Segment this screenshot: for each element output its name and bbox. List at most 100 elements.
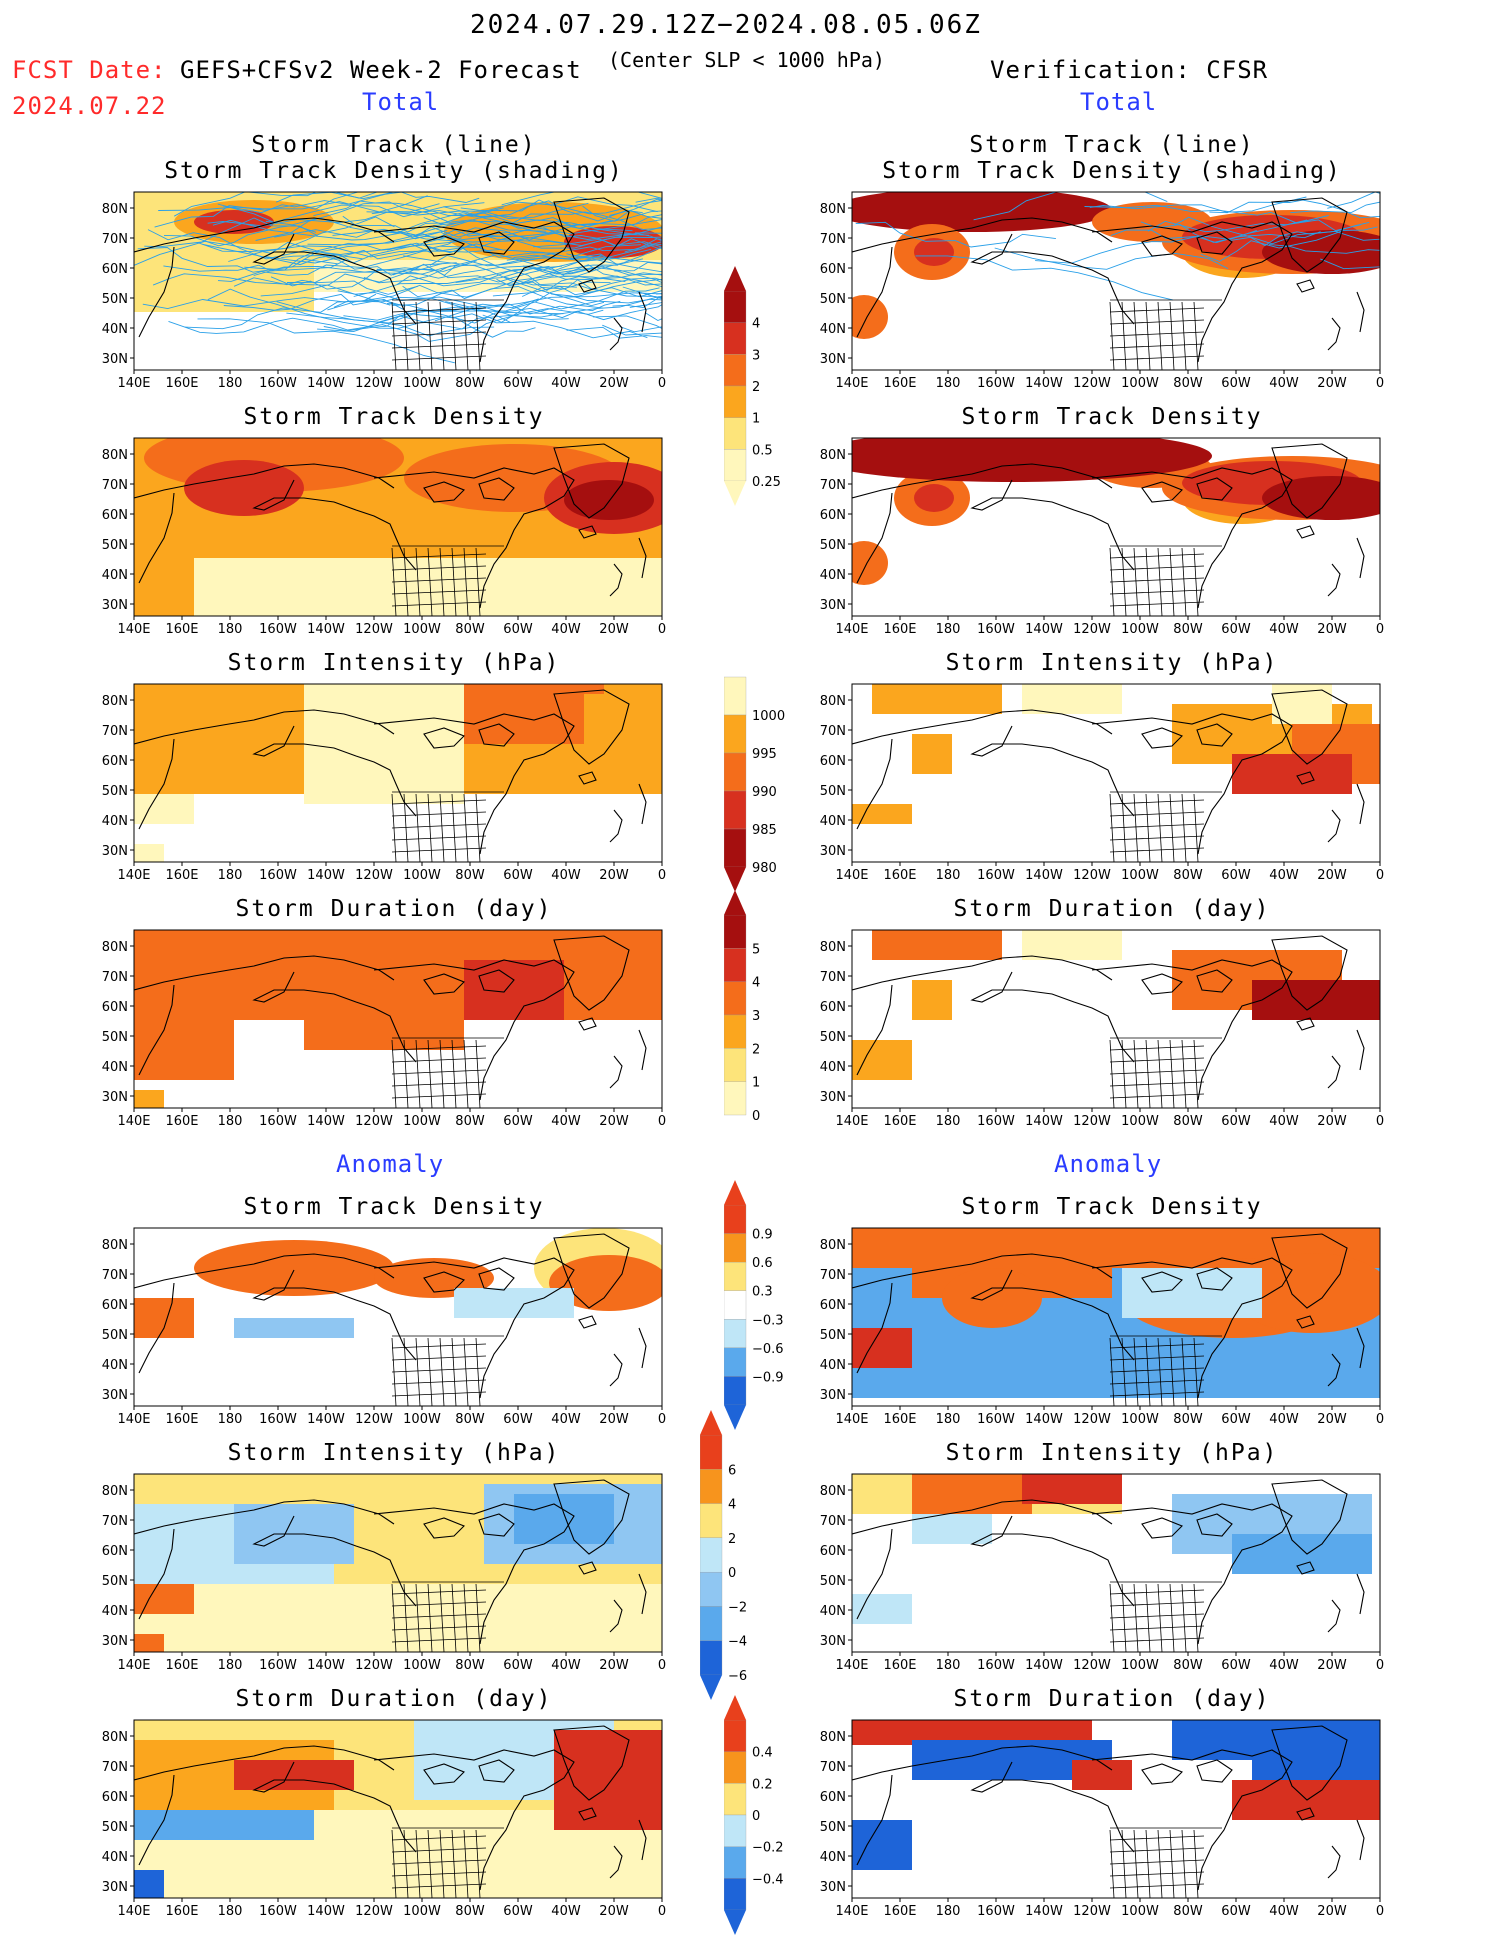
- lat-tick-label: 80N: [102, 940, 128, 955]
- lon-tick-label: 140W: [1025, 376, 1063, 391]
- lon-tick-label: 160W: [259, 622, 297, 637]
- title-track-line-right: Storm Track (line): [969, 132, 1255, 158]
- colorbar-tick-label: 4: [752, 317, 760, 332]
- lon-tick-label: 140E: [117, 622, 150, 637]
- colorbar-tick-label: 980: [752, 861, 777, 876]
- lat-tick-label: 80N: [820, 940, 846, 955]
- colorbar-tick-label: 0.25: [752, 475, 781, 490]
- lat-tick-label: 30N: [820, 1388, 846, 1403]
- section-total-left: Total: [362, 88, 440, 116]
- colorbar-tick-label: 0: [752, 1809, 760, 1824]
- map-intensity-anom-left: 140E 160E 180 160W 140W 120W 100W 80W 60W 40W 20W 0…: [102, 1473, 666, 1678]
- lat-tick-label: 40N: [820, 322, 846, 337]
- lat-tick-label: 80N: [102, 1238, 128, 1253]
- lat-tick-label: 70N: [102, 1514, 128, 1529]
- lon-tick-label: 100W: [1121, 1904, 1159, 1919]
- lat-tick-label: 30N: [102, 1090, 128, 1105]
- title-intensity-right: Storm Intensity (hPa): [945, 650, 1279, 676]
- colorbar-tick-label: −4: [728, 1635, 747, 1650]
- lat-tick-label: 70N: [820, 724, 846, 739]
- date-range-title: 2024.07.29.12Z−2024.08.05.06Z: [470, 10, 982, 40]
- lat-tick-label: 40N: [102, 1850, 128, 1865]
- lon-tick-label: 0: [1376, 376, 1384, 391]
- lon-tick-label: 20W: [1317, 376, 1347, 391]
- lat-tick-label: 70N: [102, 1760, 128, 1775]
- lon-tick-label: 160W: [259, 868, 297, 883]
- title-track-shading-right: Storm Track Density (shading): [882, 158, 1342, 184]
- lat-tick-label: 40N: [102, 568, 128, 583]
- lon-tick-label: 140E: [835, 868, 868, 883]
- lon-tick-label: 180: [218, 376, 243, 391]
- lon-tick-label: 60W: [1221, 1904, 1251, 1919]
- map-track-right: 140E 160E 180 160W 140W 120W 100W 80W 60W 40W 20W 0…: [820, 191, 1384, 396]
- lon-tick-label: 180: [218, 1904, 243, 1919]
- lon-tick-label: 100W: [1121, 376, 1159, 391]
- lon-tick-label: 0: [658, 376, 666, 391]
- lon-tick-label: 180: [218, 1412, 243, 1427]
- lon-tick-label: 160E: [165, 1904, 198, 1919]
- lon-tick-label: 20W: [1317, 1412, 1347, 1427]
- lat-tick-label: 40N: [820, 814, 846, 829]
- colorbar-tick-label: 2: [752, 380, 760, 395]
- lon-tick-label: 80W: [455, 868, 485, 883]
- colorbar-tick-label: 0.3: [752, 1285, 773, 1300]
- lon-tick-label: 40W: [1269, 1412, 1299, 1427]
- lon-tick-label: 60W: [503, 376, 533, 391]
- lon-tick-label: 120W: [1073, 1904, 1111, 1919]
- lon-tick-label: 40W: [551, 868, 581, 883]
- lat-tick-label: 50N: [820, 538, 846, 553]
- colorbar-tick-label: 985: [752, 823, 777, 838]
- lon-tick-label: 100W: [403, 622, 441, 637]
- lon-tick-label: 140W: [1025, 1412, 1063, 1427]
- lat-tick-label: 50N: [820, 292, 846, 307]
- colorbar-tick-label: 0.9: [752, 1228, 773, 1243]
- lon-tick-label: 40W: [1269, 376, 1299, 391]
- lat-tick-label: 40N: [102, 1060, 128, 1075]
- lon-tick-label: 120W: [355, 1114, 393, 1129]
- colorbar-duration-total: 5 4 3 2 1 0: [723, 890, 824, 1144]
- colorbar-tick-label: 2: [752, 1042, 760, 1057]
- lat-tick-label: 60N: [820, 1298, 846, 1313]
- lon-tick-label: 140E: [117, 1114, 150, 1129]
- colorbar-tick-label: 0.4: [752, 1746, 773, 1761]
- lon-tick-label: 100W: [403, 1412, 441, 1427]
- colorbar-intensity-total: 1000 995 990 985 980: [723, 652, 824, 896]
- lon-tick-label: 80W: [1173, 1658, 1203, 1673]
- lon-tick-label: 80W: [455, 376, 485, 391]
- lat-tick-label: 60N: [820, 1544, 846, 1559]
- lat-tick-label: 30N: [820, 598, 846, 613]
- lon-tick-label: 80W: [1173, 376, 1203, 391]
- lon-tick-label: 60W: [503, 622, 533, 637]
- lon-tick-label: 60W: [1221, 376, 1251, 391]
- lon-tick-label: 160E: [883, 1904, 916, 1919]
- lat-tick-label: 70N: [102, 1268, 128, 1283]
- colorbar-intensity-anom: 6 4 2 0 −2 −4 −6: [699, 1410, 800, 1704]
- colorbar-tick-label: 4: [728, 1498, 736, 1513]
- lon-tick-label: 80W: [455, 1658, 485, 1673]
- lat-tick-label: 50N: [102, 1328, 128, 1343]
- lat-tick-label: 30N: [102, 1880, 128, 1895]
- lon-tick-label: 100W: [1121, 622, 1159, 637]
- colorbar-tick-label: 5: [752, 942, 760, 957]
- lat-tick-label: 50N: [820, 784, 846, 799]
- lat-tick-label: 30N: [102, 844, 128, 859]
- lon-tick-label: 160W: [259, 1658, 297, 1673]
- lon-tick-label: 0: [658, 1904, 666, 1919]
- lon-tick-label: 140E: [835, 622, 868, 637]
- lon-tick-label: 120W: [355, 868, 393, 883]
- colorbar-density-total: 4 3 2 1 0.5 0.25: [723, 266, 824, 510]
- title-duration-anom-right: Storm Duration (day): [953, 1686, 1271, 1712]
- lon-tick-label: 160W: [977, 376, 1015, 391]
- lat-tick-label: 50N: [102, 292, 128, 307]
- lon-tick-label: 40W: [551, 1412, 581, 1427]
- lon-tick-label: 140W: [307, 868, 345, 883]
- lon-tick-label: 20W: [1317, 622, 1347, 637]
- title-intensity-left: Storm Intensity (hPa): [227, 650, 561, 676]
- lon-tick-label: 40W: [551, 1658, 581, 1673]
- lat-tick-label: 40N: [102, 1604, 128, 1619]
- lon-tick-label: 160E: [165, 622, 198, 637]
- colorbar-tick-label: 995: [752, 747, 777, 762]
- lon-tick-label: 140W: [307, 622, 345, 637]
- lon-tick-label: 0: [1376, 622, 1384, 637]
- lon-tick-label: 160W: [259, 376, 297, 391]
